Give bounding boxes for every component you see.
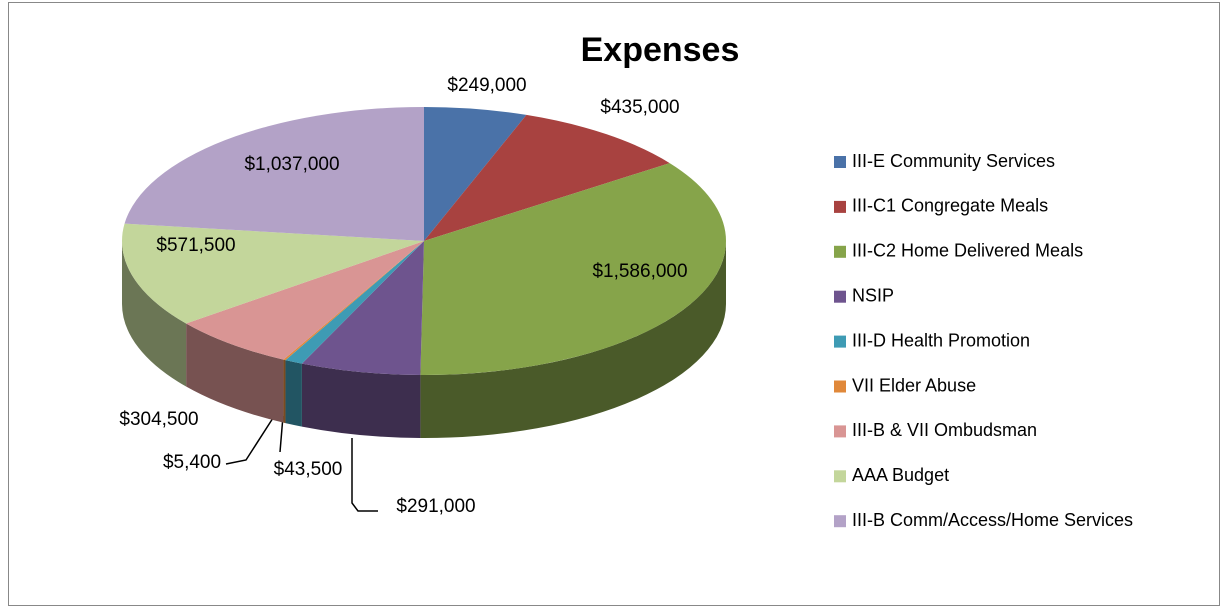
chart-title: Expenses [581, 31, 740, 69]
legend-label: III-B & VII Ombudsman [852, 420, 1037, 440]
legend-label: NSIP [852, 285, 894, 305]
legend-swatch [834, 515, 846, 528]
legend-swatch [834, 290, 846, 303]
slice [121, 223, 424, 324]
slice [186, 241, 424, 360]
data-label: $304,500 [119, 409, 198, 430]
slice-side [301, 363, 421, 438]
data-label: $435,000 [600, 97, 679, 118]
slice [285, 241, 424, 364]
legend-label: III-B Comm/Access/Home Services [852, 510, 1133, 530]
data-label: $43,500 [274, 459, 343, 480]
legend-label: III-D Health Promotion [852, 330, 1030, 350]
slice-side [186, 323, 284, 423]
legend-swatch [834, 200, 846, 213]
legend-swatch [834, 156, 846, 168]
legend-swatch [834, 380, 846, 393]
slice-side [283, 359, 286, 424]
data-label: $5,400 [163, 452, 221, 473]
leader-line [351, 438, 378, 512]
slice-side [285, 360, 302, 427]
legend-swatch [834, 470, 846, 483]
data-label: $1,037,000 [244, 154, 339, 175]
legend-label: III-C2 Home Delivered Meals [852, 241, 1083, 261]
legend-label: VII Elder Abuse [852, 375, 976, 395]
data-label: $571,500 [156, 235, 235, 256]
slice [424, 114, 670, 241]
data-label: $249,000 [447, 75, 526, 96]
slice-side [122, 241, 187, 387]
slice [424, 107, 527, 241]
legend-label: III-C1 Congregate Meals [852, 196, 1048, 216]
legend-swatch [834, 425, 846, 438]
data-label: $1,586,000 [592, 261, 687, 282]
data-label: $291,000 [396, 496, 475, 517]
slice [283, 241, 424, 361]
slice [301, 241, 424, 375]
slice [420, 163, 726, 375]
slice [124, 107, 425, 241]
legend-label: III-E Community Services [852, 151, 1055, 171]
legend-label: AAA Budget [852, 465, 949, 485]
legend-swatch [834, 335, 846, 348]
legend-swatch [834, 245, 846, 258]
leader-line [225, 417, 274, 465]
slice-side [420, 241, 726, 438]
